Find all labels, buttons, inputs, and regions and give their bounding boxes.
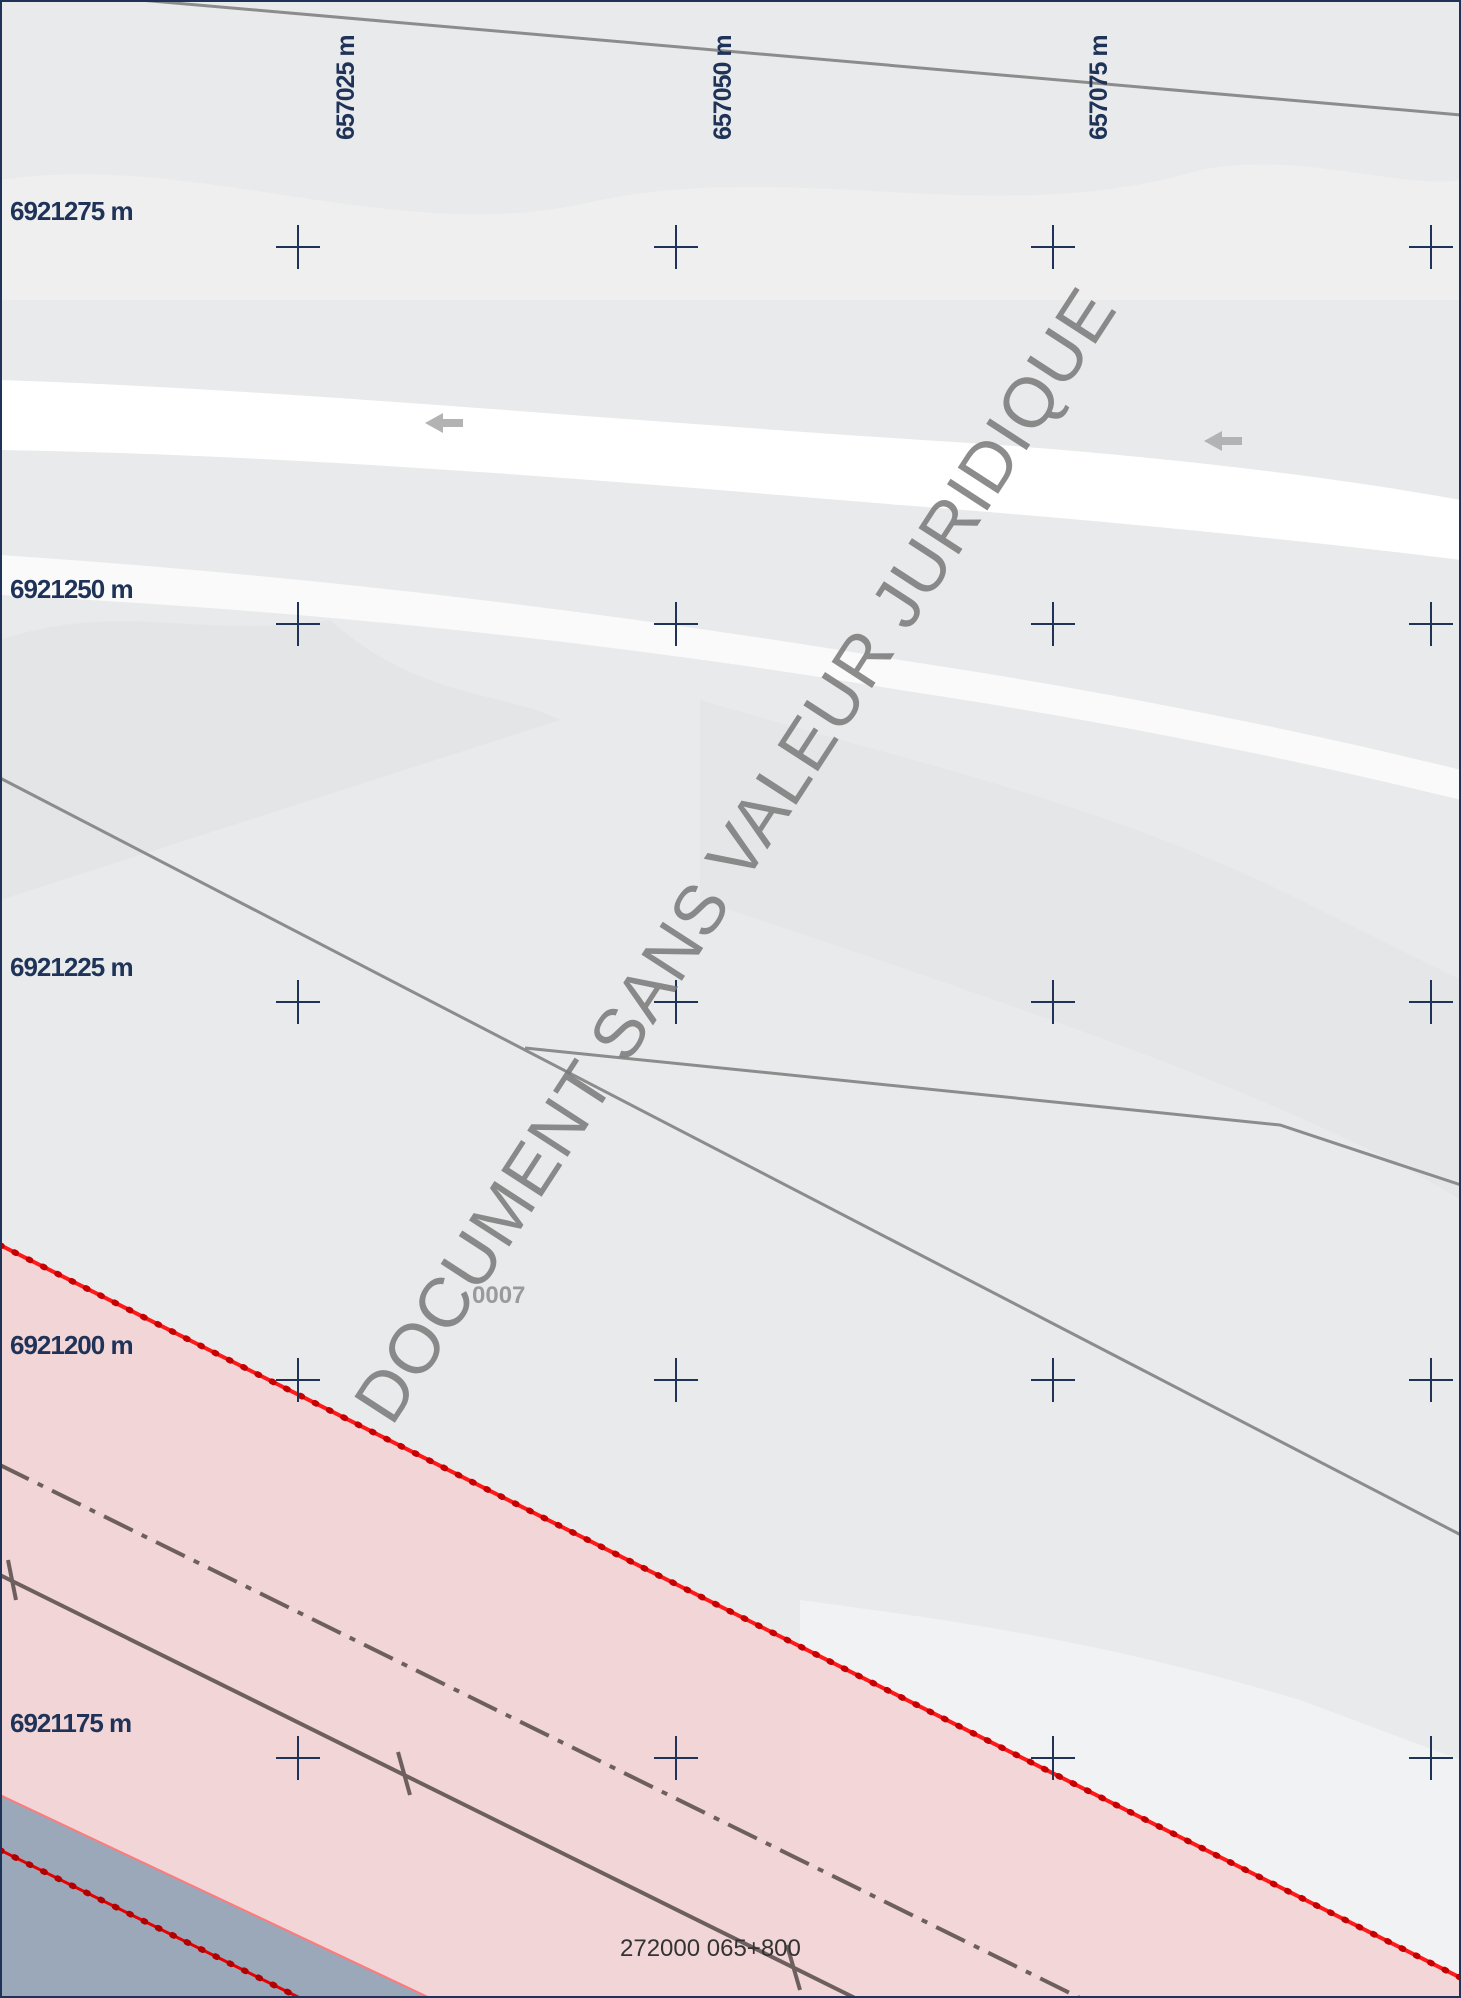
grid-crosses (276, 225, 1453, 1780)
direction-arrow-icon (425, 413, 1242, 451)
northing-label: 6921175 m (10, 1708, 132, 1738)
road-centerline (0, 1559, 856, 1998)
zone-boundary (0, 1242, 1461, 1998)
northing-label: 6921225 m (10, 952, 134, 982)
northing-label: 6921275 m (10, 196, 134, 226)
road-pr-label: 272000 065+800 (620, 1935, 801, 1962)
northing-label: 6921250 m (10, 574, 134, 604)
regulated-zone (0, 1245, 1461, 1998)
parcel-number-label: 0007 (472, 1282, 526, 1309)
northing-label: 6921200 m (10, 1330, 134, 1360)
easting-label: 657025 m (332, 35, 360, 140)
easting-label: 657050 m (709, 35, 737, 140)
easting-label: 657075 m (1085, 35, 1113, 140)
dash-dot-line (0, 1463, 1081, 1998)
parcel-lines (0, 0, 1461, 1537)
